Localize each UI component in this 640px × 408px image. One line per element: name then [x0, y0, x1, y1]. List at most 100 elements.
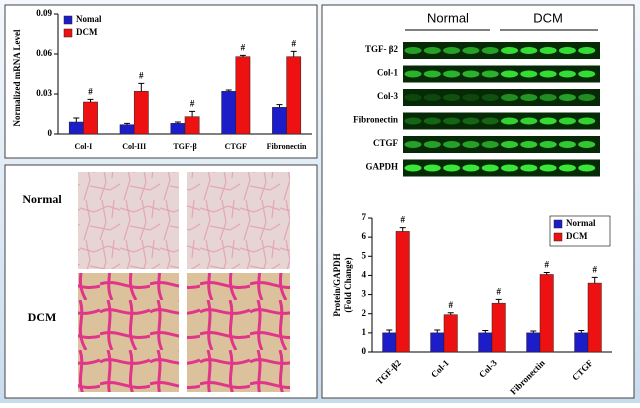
histology-image — [187, 172, 290, 269]
annotation: # — [139, 70, 144, 80]
blot-band — [578, 47, 596, 54]
y-tick-label: 0 — [362, 346, 367, 356]
y-tick-label: 0.03 — [36, 88, 52, 98]
error-bar — [87, 98, 94, 102]
bar — [526, 332, 541, 353]
bar — [574, 332, 589, 353]
y-tick-label: 1 — [362, 327, 367, 337]
error-bar — [276, 104, 283, 108]
bar — [83, 101, 98, 135]
error-bar — [578, 330, 585, 333]
legend-label: Nomal — [76, 14, 102, 24]
blot-band — [481, 141, 499, 148]
y-tick-label: 2 — [362, 308, 367, 318]
blot-band — [462, 164, 480, 172]
blot-band — [578, 141, 596, 148]
blot-band — [423, 164, 441, 172]
blot-band — [423, 47, 441, 54]
group-label: Normal — [427, 10, 469, 25]
bar — [430, 332, 445, 353]
histology-image — [187, 273, 290, 392]
blot-band — [578, 117, 596, 125]
annotation: # — [291, 38, 296, 48]
error-bar — [482, 330, 489, 333]
error-bar — [239, 54, 246, 57]
legend-label: DCM — [76, 27, 98, 37]
error-bar — [138, 82, 145, 92]
row-label: Normal — [22, 192, 62, 206]
blot-band — [501, 47, 518, 54]
blot-band — [539, 117, 557, 125]
blot-band — [539, 164, 557, 172]
bar — [539, 274, 554, 353]
blot-band — [443, 164, 461, 172]
blot-band — [520, 141, 538, 148]
y-tick-label: 0.09 — [36, 8, 52, 18]
blot-band — [423, 94, 441, 101]
bar — [221, 91, 237, 135]
legend-swatch — [63, 28, 73, 38]
annotation: # — [592, 264, 597, 274]
blot-band — [443, 70, 461, 78]
blot-band — [443, 141, 461, 148]
annotation: # — [88, 86, 93, 96]
blot-band — [558, 117, 576, 125]
blot-band — [423, 70, 441, 78]
y-axis-label: Protein/GAPDH — [332, 253, 342, 316]
bar — [478, 332, 493, 353]
error-bar — [447, 312, 454, 315]
error-bar — [434, 329, 441, 333]
blot-band — [481, 70, 499, 78]
bar — [133, 91, 149, 135]
band-label: Col-3 — [377, 91, 398, 101]
bar — [286, 56, 302, 135]
blot-band — [462, 94, 480, 101]
blot-band — [520, 117, 538, 125]
error-bar — [189, 110, 196, 117]
error-bar — [386, 329, 393, 333]
blot-band — [520, 94, 538, 101]
blot-band — [558, 70, 576, 78]
legend-label: Normal — [566, 218, 596, 228]
band-label: Col-1 — [377, 68, 398, 78]
bar — [382, 332, 397, 353]
histology-image — [78, 273, 179, 392]
error-bar — [530, 330, 537, 333]
y-tick-label: 5 — [362, 250, 367, 260]
bar — [235, 56, 251, 135]
blot-band — [423, 117, 441, 125]
blot-band — [443, 94, 461, 101]
band-label: GAPDH — [366, 162, 399, 172]
bar — [184, 116, 200, 135]
y-tick-label: 0 — [48, 128, 53, 138]
annotation: # — [448, 300, 453, 310]
blot-band — [462, 70, 480, 78]
x-tick-label: TGF-β — [173, 142, 196, 151]
blot-band — [481, 47, 499, 54]
y-axis-label: (Fold Change) — [343, 257, 353, 312]
blot-band — [462, 47, 480, 54]
annotation: # — [241, 42, 246, 52]
band-label: TGF- β2 — [365, 44, 398, 54]
y-tick-label: 4 — [362, 269, 367, 279]
legend-swatch — [553, 232, 563, 242]
blot-band — [501, 70, 518, 78]
blot-band — [520, 70, 538, 78]
blot-band — [578, 94, 596, 101]
blot-band — [520, 47, 538, 54]
blot-band — [443, 117, 461, 125]
group-label: DCM — [533, 10, 563, 25]
blot-band — [404, 141, 422, 148]
band-label: Fibronectin — [353, 115, 398, 125]
blot-band — [481, 94, 499, 101]
error-bar — [225, 89, 232, 92]
blot-band — [539, 94, 557, 101]
annotation: # — [496, 286, 501, 296]
blot-band — [558, 94, 576, 101]
blot-band — [578, 164, 596, 172]
error-bar — [290, 50, 297, 57]
blot-band — [404, 70, 422, 78]
y-tick-label: 3 — [362, 289, 367, 299]
blot-band — [539, 141, 557, 148]
